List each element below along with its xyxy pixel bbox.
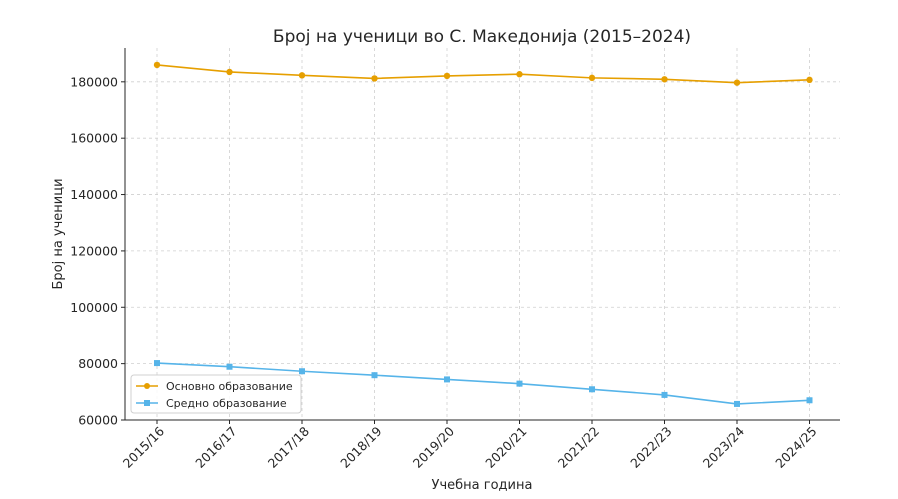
series-line — [156, 362, 810, 405]
y-tick-label: 80000 — [78, 356, 118, 371]
x-tick-label: 2021/22 — [555, 424, 602, 471]
data-point — [371, 75, 378, 82]
data-point — [443, 72, 451, 80]
data-point — [734, 400, 740, 407]
x-tick-label: 2022/23 — [627, 424, 674, 471]
data-point — [299, 368, 305, 375]
legend-marker — [144, 383, 150, 389]
legend-marker — [144, 400, 150, 406]
x-tick-label: 2018/19 — [337, 423, 384, 470]
data-point — [154, 360, 160, 367]
data-point — [661, 391, 668, 398]
data-point — [516, 380, 523, 387]
series-line — [156, 64, 810, 84]
data-point — [806, 397, 813, 404]
data-point — [371, 372, 378, 379]
series-1 — [153, 61, 813, 86]
y-tick-label: 160000 — [70, 131, 118, 146]
legend-item: Средно образование — [136, 397, 287, 410]
data-point — [589, 386, 595, 393]
legend-label: Основно образование — [166, 380, 293, 393]
x-ticks: 2015/16 2016/17 2017/18 2018/19 2019/20 2020/… — [120, 420, 820, 471]
data-point — [226, 68, 233, 76]
axes — [124, 48, 840, 421]
series-2 — [154, 360, 813, 407]
x-axis-label: Учебна година — [432, 478, 533, 493]
data-point — [733, 79, 741, 86]
legend-label: Средно образование — [166, 397, 287, 410]
data-point — [226, 363, 233, 370]
data-point — [444, 376, 450, 383]
series-group — [153, 61, 813, 407]
data-point — [588, 74, 596, 82]
x-tick-label: 2016/17 — [192, 424, 239, 471]
x-tick-label: 2024/25 — [772, 424, 819, 471]
chart-title: Број на ученици во С. Македонија (2015–2… — [273, 27, 691, 47]
y-ticks: 60000 80000 100000 120000 140000 160000 180000 — [70, 74, 125, 428]
legend-box — [130, 374, 302, 414]
x-tick-label: 2019/20 — [410, 423, 457, 470]
y-axis-label: Број на ученици — [51, 178, 66, 289]
x-tick-label: 2020/21 — [482, 424, 529, 471]
data-point — [298, 72, 306, 79]
data-point — [661, 76, 668, 83]
y-tick-label: 140000 — [70, 187, 118, 202]
legend: Основно образование Средно образование — [130, 374, 302, 414]
legend-item: Основно образование — [136, 380, 293, 393]
x-tick-label: 2015/16 — [120, 423, 167, 470]
x-tick-label: 2023/24 — [700, 423, 747, 470]
y-tick-label: 60000 — [78, 413, 118, 428]
y-tick-label: 120000 — [70, 243, 118, 258]
y-tick-label: 180000 — [70, 74, 118, 89]
y-tick-label: 100000 — [70, 300, 118, 315]
data-point — [516, 71, 523, 78]
data-point — [806, 76, 813, 84]
x-tick-label: 2017/18 — [265, 423, 312, 470]
data-point — [153, 61, 161, 69]
